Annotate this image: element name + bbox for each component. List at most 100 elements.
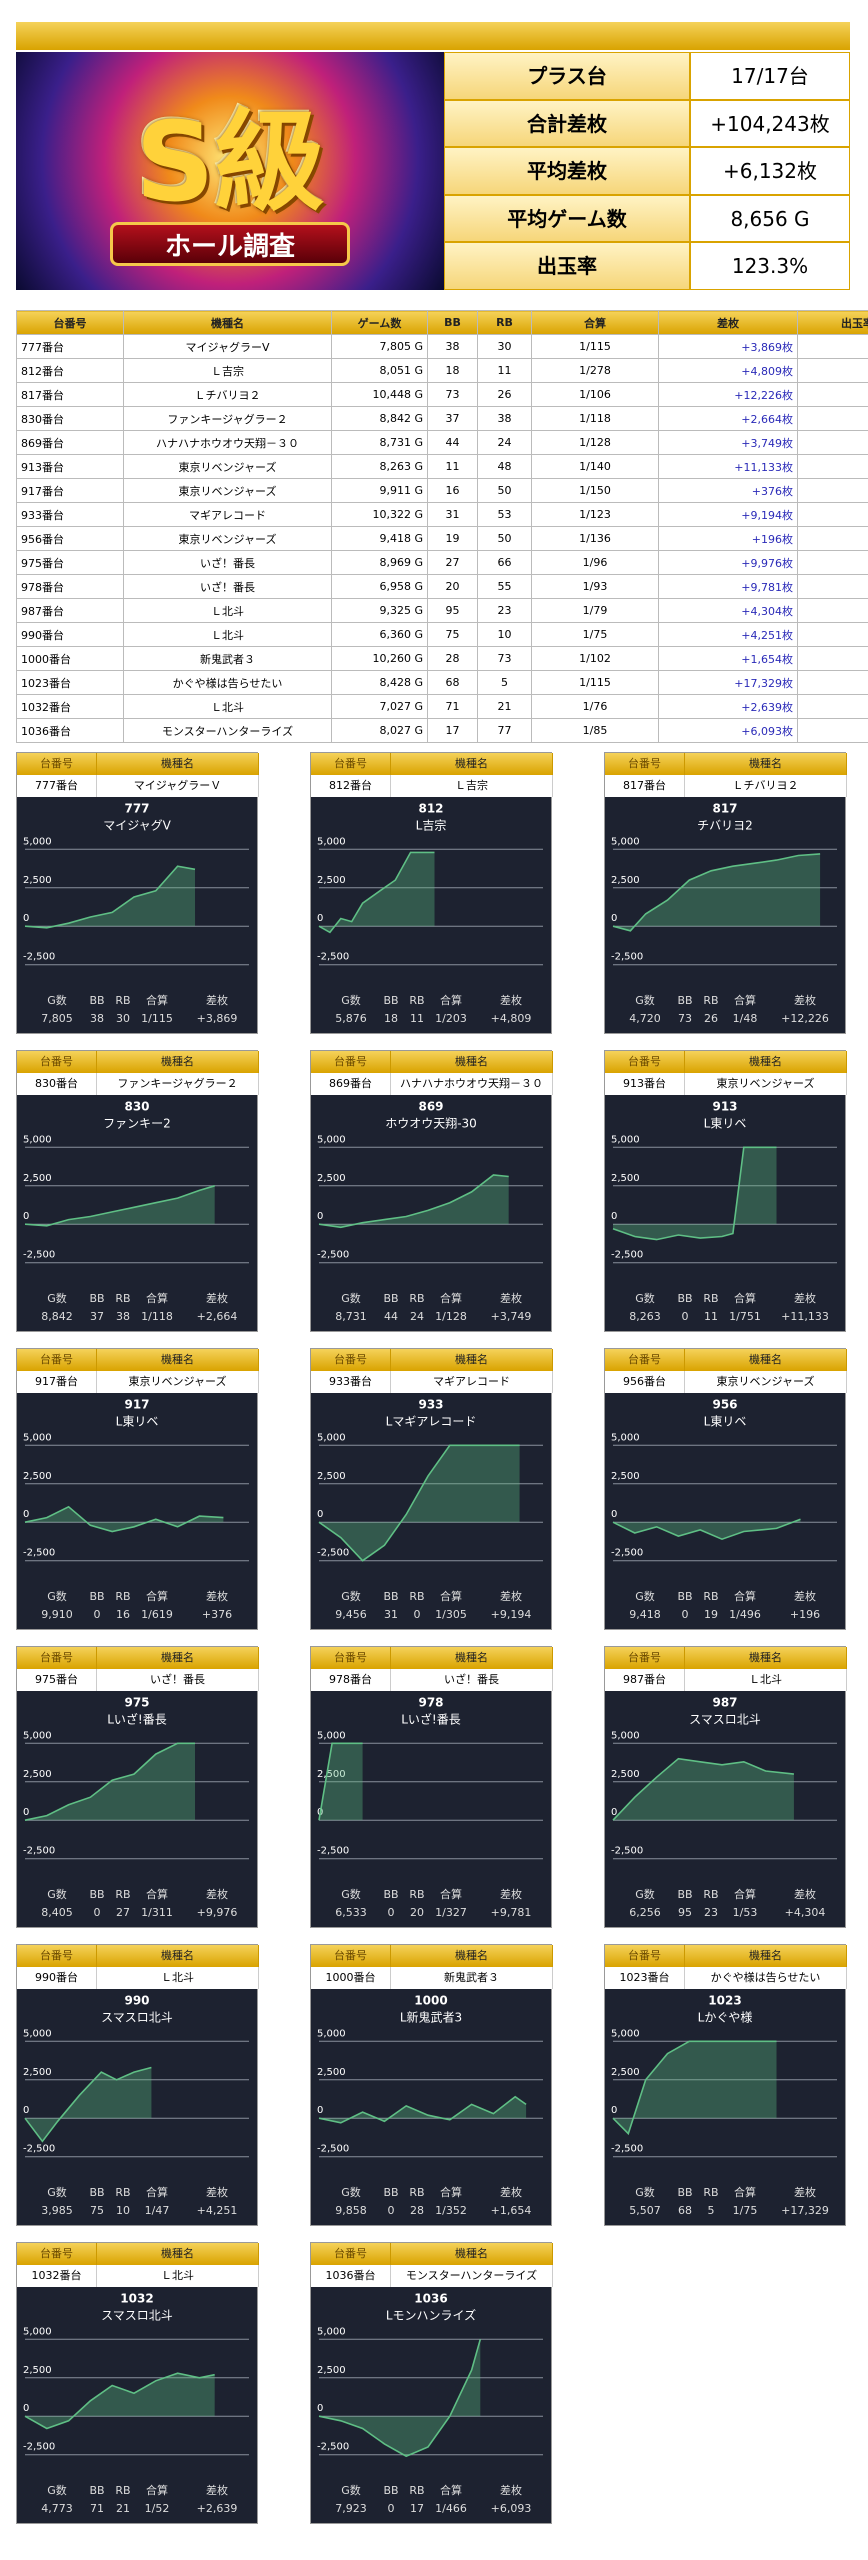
line bbox=[24, 1742, 195, 1821]
table-cell: 東京リベンジャーズ bbox=[123, 478, 332, 503]
stat-value: 9,910 bbox=[41, 1608, 73, 1621]
table-cell: +2,639枚 bbox=[658, 694, 798, 719]
area-fill bbox=[25, 2373, 215, 2429]
chart-no: 978 bbox=[418, 1696, 443, 1710]
table-cell: 55 bbox=[477, 574, 532, 599]
stat-value: 9,456 bbox=[335, 1608, 367, 1621]
y-tick-label: 0 bbox=[23, 2403, 29, 2414]
card-machine-no: 817番台 bbox=[605, 775, 685, 797]
chart-no: 990 bbox=[124, 1994, 149, 2008]
stat-value: 1/48 bbox=[733, 1012, 758, 1025]
stat-value: 0 bbox=[388, 1906, 395, 1919]
stat-value: 3,985 bbox=[41, 2204, 73, 2217]
y-tick-label: 2,500 bbox=[317, 1471, 346, 1482]
stat-value: 0 bbox=[682, 1608, 689, 1621]
table-cell: 990番台 bbox=[16, 622, 124, 647]
area-fill bbox=[613, 1519, 801, 1540]
stat-label: BB bbox=[89, 1292, 104, 1305]
table-cell: 11 bbox=[477, 358, 532, 383]
y-tick-label: 2,500 bbox=[611, 1471, 640, 1482]
y-tick-label: 5,000 bbox=[317, 1134, 346, 1145]
y-tick-label: -2,500 bbox=[611, 1250, 643, 1261]
stat-value: 4,720 bbox=[629, 1012, 661, 1025]
table-cell: 8,051 G bbox=[331, 358, 428, 383]
stat-value: 1/75 bbox=[733, 2204, 758, 2217]
stat-value: +2,639 bbox=[197, 2502, 238, 2515]
chart-no: 1032 bbox=[120, 2292, 153, 2306]
stat-label: RB bbox=[409, 1590, 424, 1603]
table-row: 1036番台 モンスターハンターライズ 8,027 G 17 77 1/85 +6,093枚… bbox=[16, 718, 868, 743]
machine-card: 台番号 913番台 機種名 東京リベンジャーズ 913 L東リベ 5,000 2,500 0 -2… bbox=[604, 1050, 847, 1332]
card-header-label: 機種名 bbox=[391, 2243, 553, 2265]
card-chart: 917 L東リベ 5,000 2,500 0 -2,500 G数 9,910 BB 0 RB 16 合算… bbox=[23, 1398, 249, 1621]
table-cell: マイジャグラーV bbox=[123, 334, 332, 359]
table-cell: 129.7% bbox=[797, 502, 868, 527]
machine-card: 台番号 869番台 機種名 ハナハナホウオウ天翔－３０ 869 ホウオウ天翔-30 5,00… bbox=[310, 1050, 553, 1332]
y-tick-label: -2,500 bbox=[611, 1846, 643, 1857]
card-header-label: 台番号 bbox=[605, 1051, 685, 1073]
machine-card: 台番号 917番台 機種名 東京リベンジャーズ 917 L東リベ 5,000 2,500 0 -2… bbox=[16, 1348, 259, 1630]
table-cell: いざ！番長 bbox=[123, 574, 332, 599]
line bbox=[318, 2339, 482, 2458]
table-cell: 101.3% bbox=[797, 478, 868, 503]
table-cell: 8,428 G bbox=[331, 670, 428, 695]
card-header-label: 機種名 bbox=[391, 1349, 553, 1371]
y-tick-label: 2,500 bbox=[23, 1769, 52, 1780]
chart-name: ホウオウ天翔-30 bbox=[385, 1117, 477, 1131]
card-machine-name: ファンキージャグラー２ bbox=[97, 1073, 259, 1095]
table-cell: 16 bbox=[427, 478, 478, 503]
stat-label: RB bbox=[115, 1292, 130, 1305]
stat-label: G数 bbox=[635, 1292, 655, 1305]
y-tick-label: 2,500 bbox=[317, 875, 346, 886]
area-fill bbox=[613, 1147, 777, 1240]
table-cell: 1/79 bbox=[531, 598, 659, 623]
y-tick-label: -2,500 bbox=[317, 1548, 349, 1559]
chart-no: 913 bbox=[712, 1100, 737, 1114]
table-cell: +3,749枚 bbox=[658, 430, 798, 455]
card-header-label: 機種名 bbox=[685, 1051, 847, 1073]
y-tick-label: -2,500 bbox=[317, 1846, 349, 1857]
machine-card: 台番号 830番台 機種名 ファンキージャグラー２ 830 ファンキー2 5,000 2,50… bbox=[16, 1050, 259, 1332]
table-cell: 917番台 bbox=[16, 478, 124, 503]
stat-value: +9,194 bbox=[491, 1608, 532, 1621]
stat-label: 差枚 bbox=[500, 1589, 522, 1603]
table-cell: Ｌ北斗 bbox=[123, 598, 332, 623]
card-machine-name: 東京リベンジャーズ bbox=[685, 1073, 847, 1095]
stat-value: 1/496 bbox=[729, 1608, 761, 1621]
table-cell: +9,781枚 bbox=[658, 574, 798, 599]
stat-label: 合算 bbox=[440, 1291, 462, 1305]
chart-name: スマスロ北斗 bbox=[101, 2309, 173, 2323]
table-cell: 10 bbox=[477, 622, 532, 647]
chart-no: 830 bbox=[124, 1100, 149, 1114]
y-tick-label: 0 bbox=[317, 2105, 323, 2116]
stat-value: 0 bbox=[414, 1608, 421, 1621]
stat-value: 38 bbox=[90, 1012, 104, 1025]
table-cell: +17,329枚 bbox=[658, 670, 798, 695]
stat-value: +9,781 bbox=[491, 1906, 532, 1919]
card-machine-no: 830番台 bbox=[17, 1073, 97, 1095]
table-cell: 987番台 bbox=[16, 598, 124, 623]
y-tick-label: -2,500 bbox=[23, 2144, 55, 2155]
stat-label: 差枚 bbox=[500, 1291, 522, 1305]
stat-value: 28 bbox=[410, 2204, 424, 2217]
table-cell: 7,805 G bbox=[331, 334, 428, 359]
line bbox=[318, 2095, 527, 2124]
stat-label: G数 bbox=[47, 1292, 67, 1305]
line bbox=[318, 1174, 509, 1229]
machine-card: 台番号 987番台 機種名 Ｌ北斗 987 スマスロ北斗 5,000 2,500 0 -2,500… bbox=[604, 1646, 847, 1928]
y-tick-label: -2,500 bbox=[317, 1250, 349, 1261]
table-cell: 933番台 bbox=[16, 502, 124, 527]
stat-value: 1/53 bbox=[733, 1906, 758, 1919]
card-header-label: 台番号 bbox=[311, 1945, 391, 1967]
y-tick-label: 0 bbox=[23, 1807, 29, 1818]
y-tick-label: 5,000 bbox=[317, 836, 346, 847]
table-cell: 119.9% bbox=[797, 358, 868, 383]
table-header: RB bbox=[477, 310, 532, 335]
chart-name: L吉宗 bbox=[416, 818, 447, 833]
table-cell: +12,226枚 bbox=[658, 382, 798, 407]
chart-name: ファンキー2 bbox=[103, 1117, 171, 1131]
stat-value: 6,533 bbox=[335, 1906, 367, 1919]
